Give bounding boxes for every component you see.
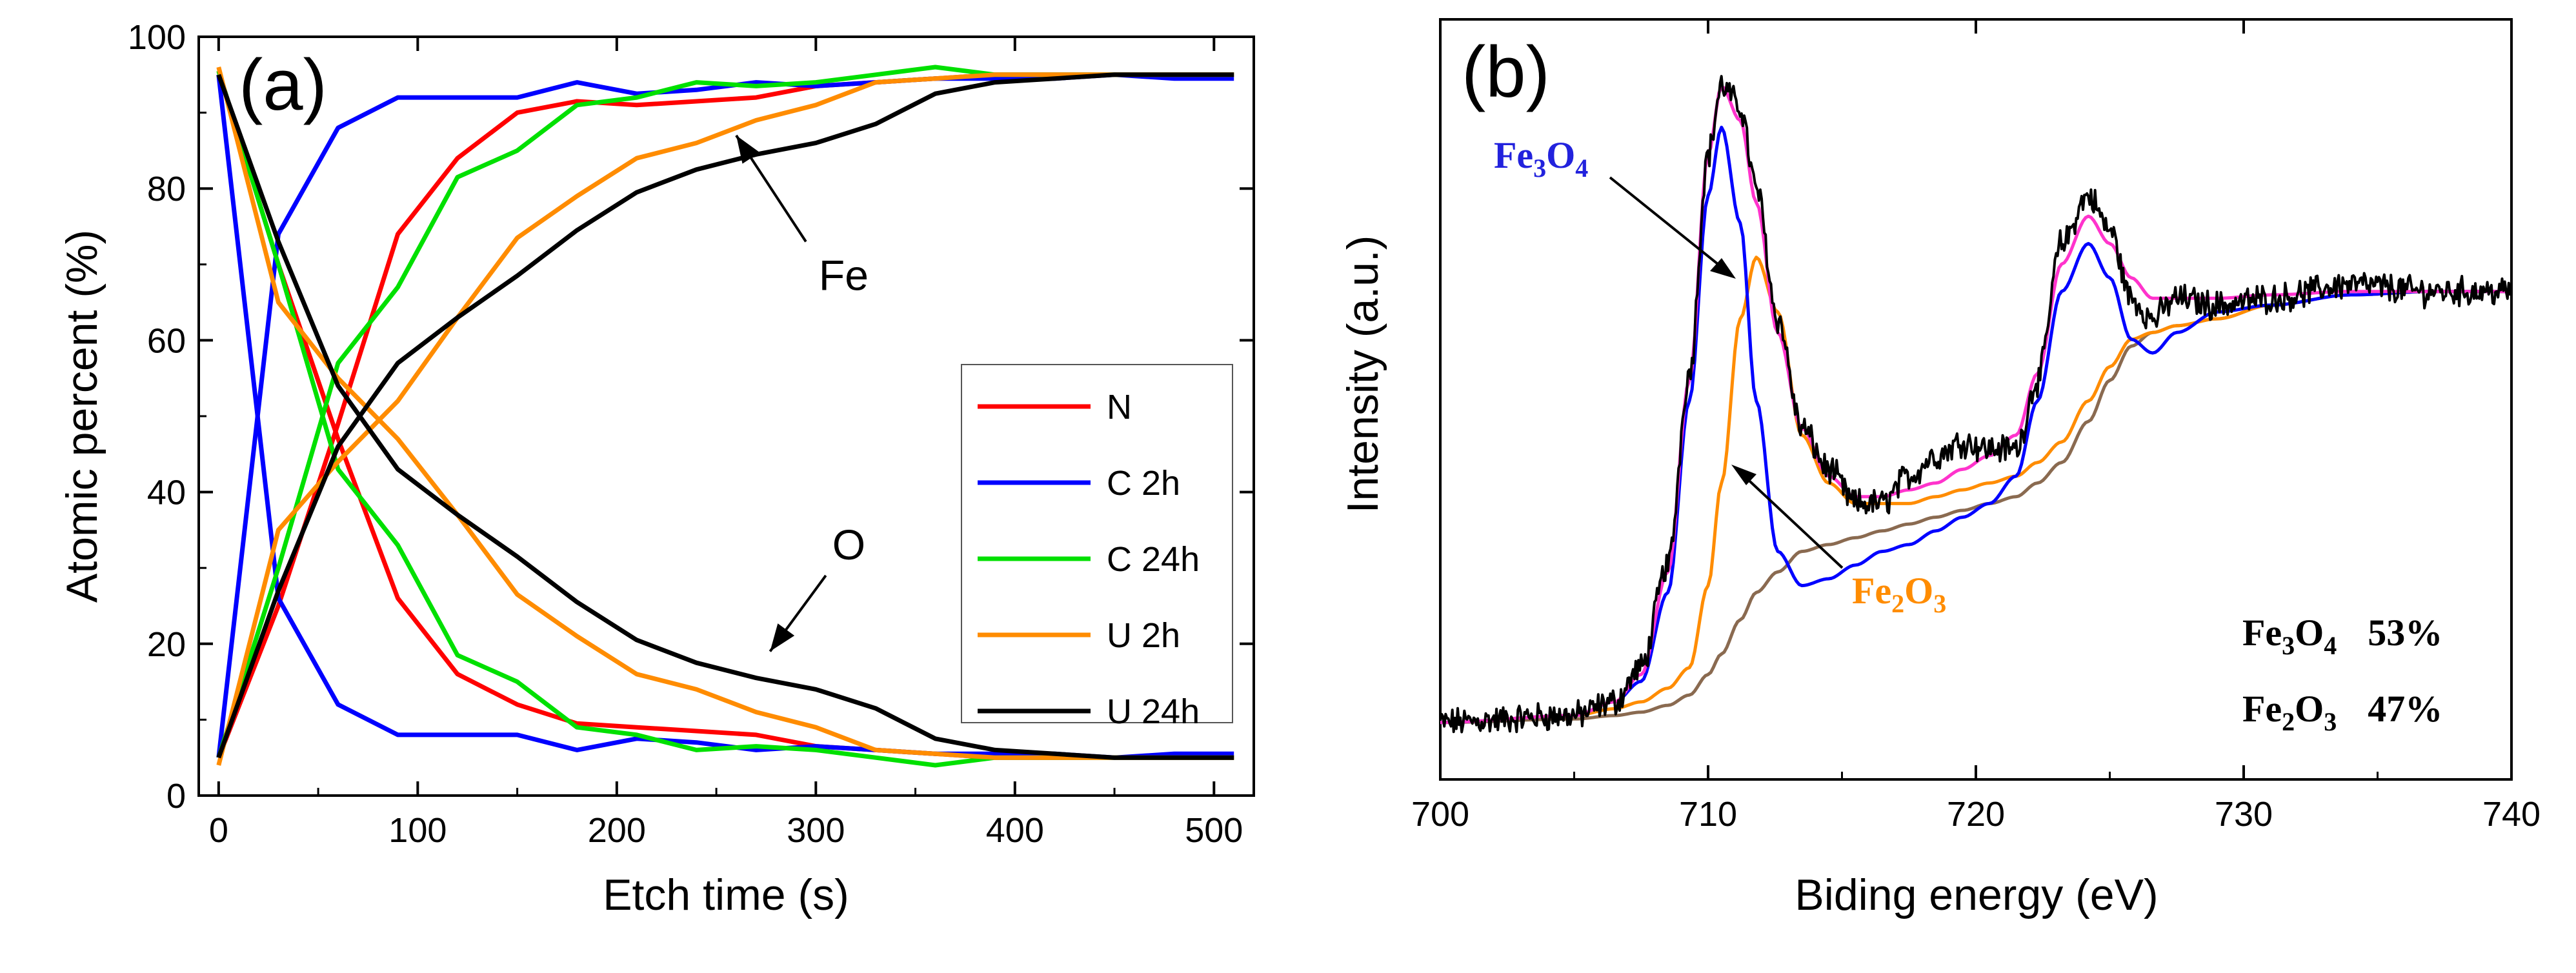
panel-a-ylabel: Atomic percent (%) xyxy=(57,230,106,603)
panel-b-series xyxy=(1439,75,2513,734)
series-line-fe3o4-fit xyxy=(1440,125,2511,725)
y-tick-label: 100 xyxy=(128,18,186,57)
annotation-label: Fe xyxy=(819,252,869,299)
panel-b-label: (b) xyxy=(1462,32,1550,112)
y-tick-label: 80 xyxy=(147,170,186,208)
x-tick-label: 500 xyxy=(1185,811,1243,850)
panel-a: 0 100 200 300 400 500 0 20 40 60 80 100 (a) Etch ti… xyxy=(57,18,1255,919)
x-tick-label: 200 xyxy=(588,811,646,850)
legend-entry-label: C 24h xyxy=(1107,540,1200,579)
panel-a-legend: N C 2h C 24h U 2h U 24h xyxy=(961,364,1233,731)
x-tick-label: 100 xyxy=(388,811,447,850)
panel-a-annotations: Fe O xyxy=(735,134,869,652)
fe2o3-label: Fe2O3 xyxy=(1852,570,1946,618)
legend-entry-label: C 2h xyxy=(1107,464,1180,503)
panel-b-ylabel: Intensity (a.u.) xyxy=(1338,236,1387,514)
legend-entry-label: N xyxy=(1107,388,1132,426)
fe2o3-arrow xyxy=(1731,465,1844,569)
x-tick-label: 740 xyxy=(2482,795,2541,834)
panel-a-ticks: 0 100 200 300 400 500 0 20 40 60 80 100 xyxy=(128,18,1254,850)
series-line-background xyxy=(1440,290,2511,725)
series-line-o xyxy=(216,74,1234,760)
y-tick-label: 40 xyxy=(147,474,186,512)
x-tick-label: 720 xyxy=(1947,795,2005,834)
series-line-fit-envelope xyxy=(1440,85,2511,725)
legend-frame xyxy=(961,364,1233,723)
composition-fe3o4: Fe3O4 53% xyxy=(2242,612,2442,660)
y-tick-label: 20 xyxy=(147,625,186,664)
x-tick-label: 700 xyxy=(1411,795,1469,834)
annotation-arrowhead xyxy=(770,623,795,652)
panel-b-xlabel: Biding energy (eV) xyxy=(1795,870,2158,919)
panel-b: 700 710 720 730 740 (b) Biding energy (eV) I… xyxy=(1338,18,2541,919)
y-tick-label: 60 xyxy=(147,321,186,360)
panel-b-frame xyxy=(1439,18,2513,781)
x-tick-label: 730 xyxy=(2215,795,2273,834)
legend-entry-label: U 2h xyxy=(1107,616,1180,655)
panel-a-series xyxy=(216,65,1234,768)
series-line-fe2o3-fit xyxy=(1440,256,2511,725)
annotation-label: O xyxy=(832,521,865,568)
x-tick-label: 710 xyxy=(1679,795,1737,834)
y-tick-label: 0 xyxy=(166,777,186,816)
composition-fe2o3: Fe2O3 47% xyxy=(2242,688,2442,736)
fe3o4-label: Fe3O4 xyxy=(1494,134,1588,183)
x-tick-label: 400 xyxy=(986,811,1044,850)
series-line-fe xyxy=(216,72,1234,759)
series-line-o xyxy=(216,66,1234,760)
x-tick-label: 0 xyxy=(209,811,228,850)
annotation-arrowhead xyxy=(736,135,760,164)
fe3o4-arrow xyxy=(1609,176,1736,279)
panel-b-ticks: 700 710 720 730 740 xyxy=(1411,19,2541,834)
series-line-raw xyxy=(1439,75,2513,734)
legend-entry-label: U 24h xyxy=(1107,692,1200,731)
panel-a-xlabel: Etch time (s) xyxy=(603,870,849,919)
series-line-fe xyxy=(216,72,1234,766)
x-tick-label: 300 xyxy=(787,811,845,850)
panel-a-label: (a) xyxy=(239,45,327,125)
